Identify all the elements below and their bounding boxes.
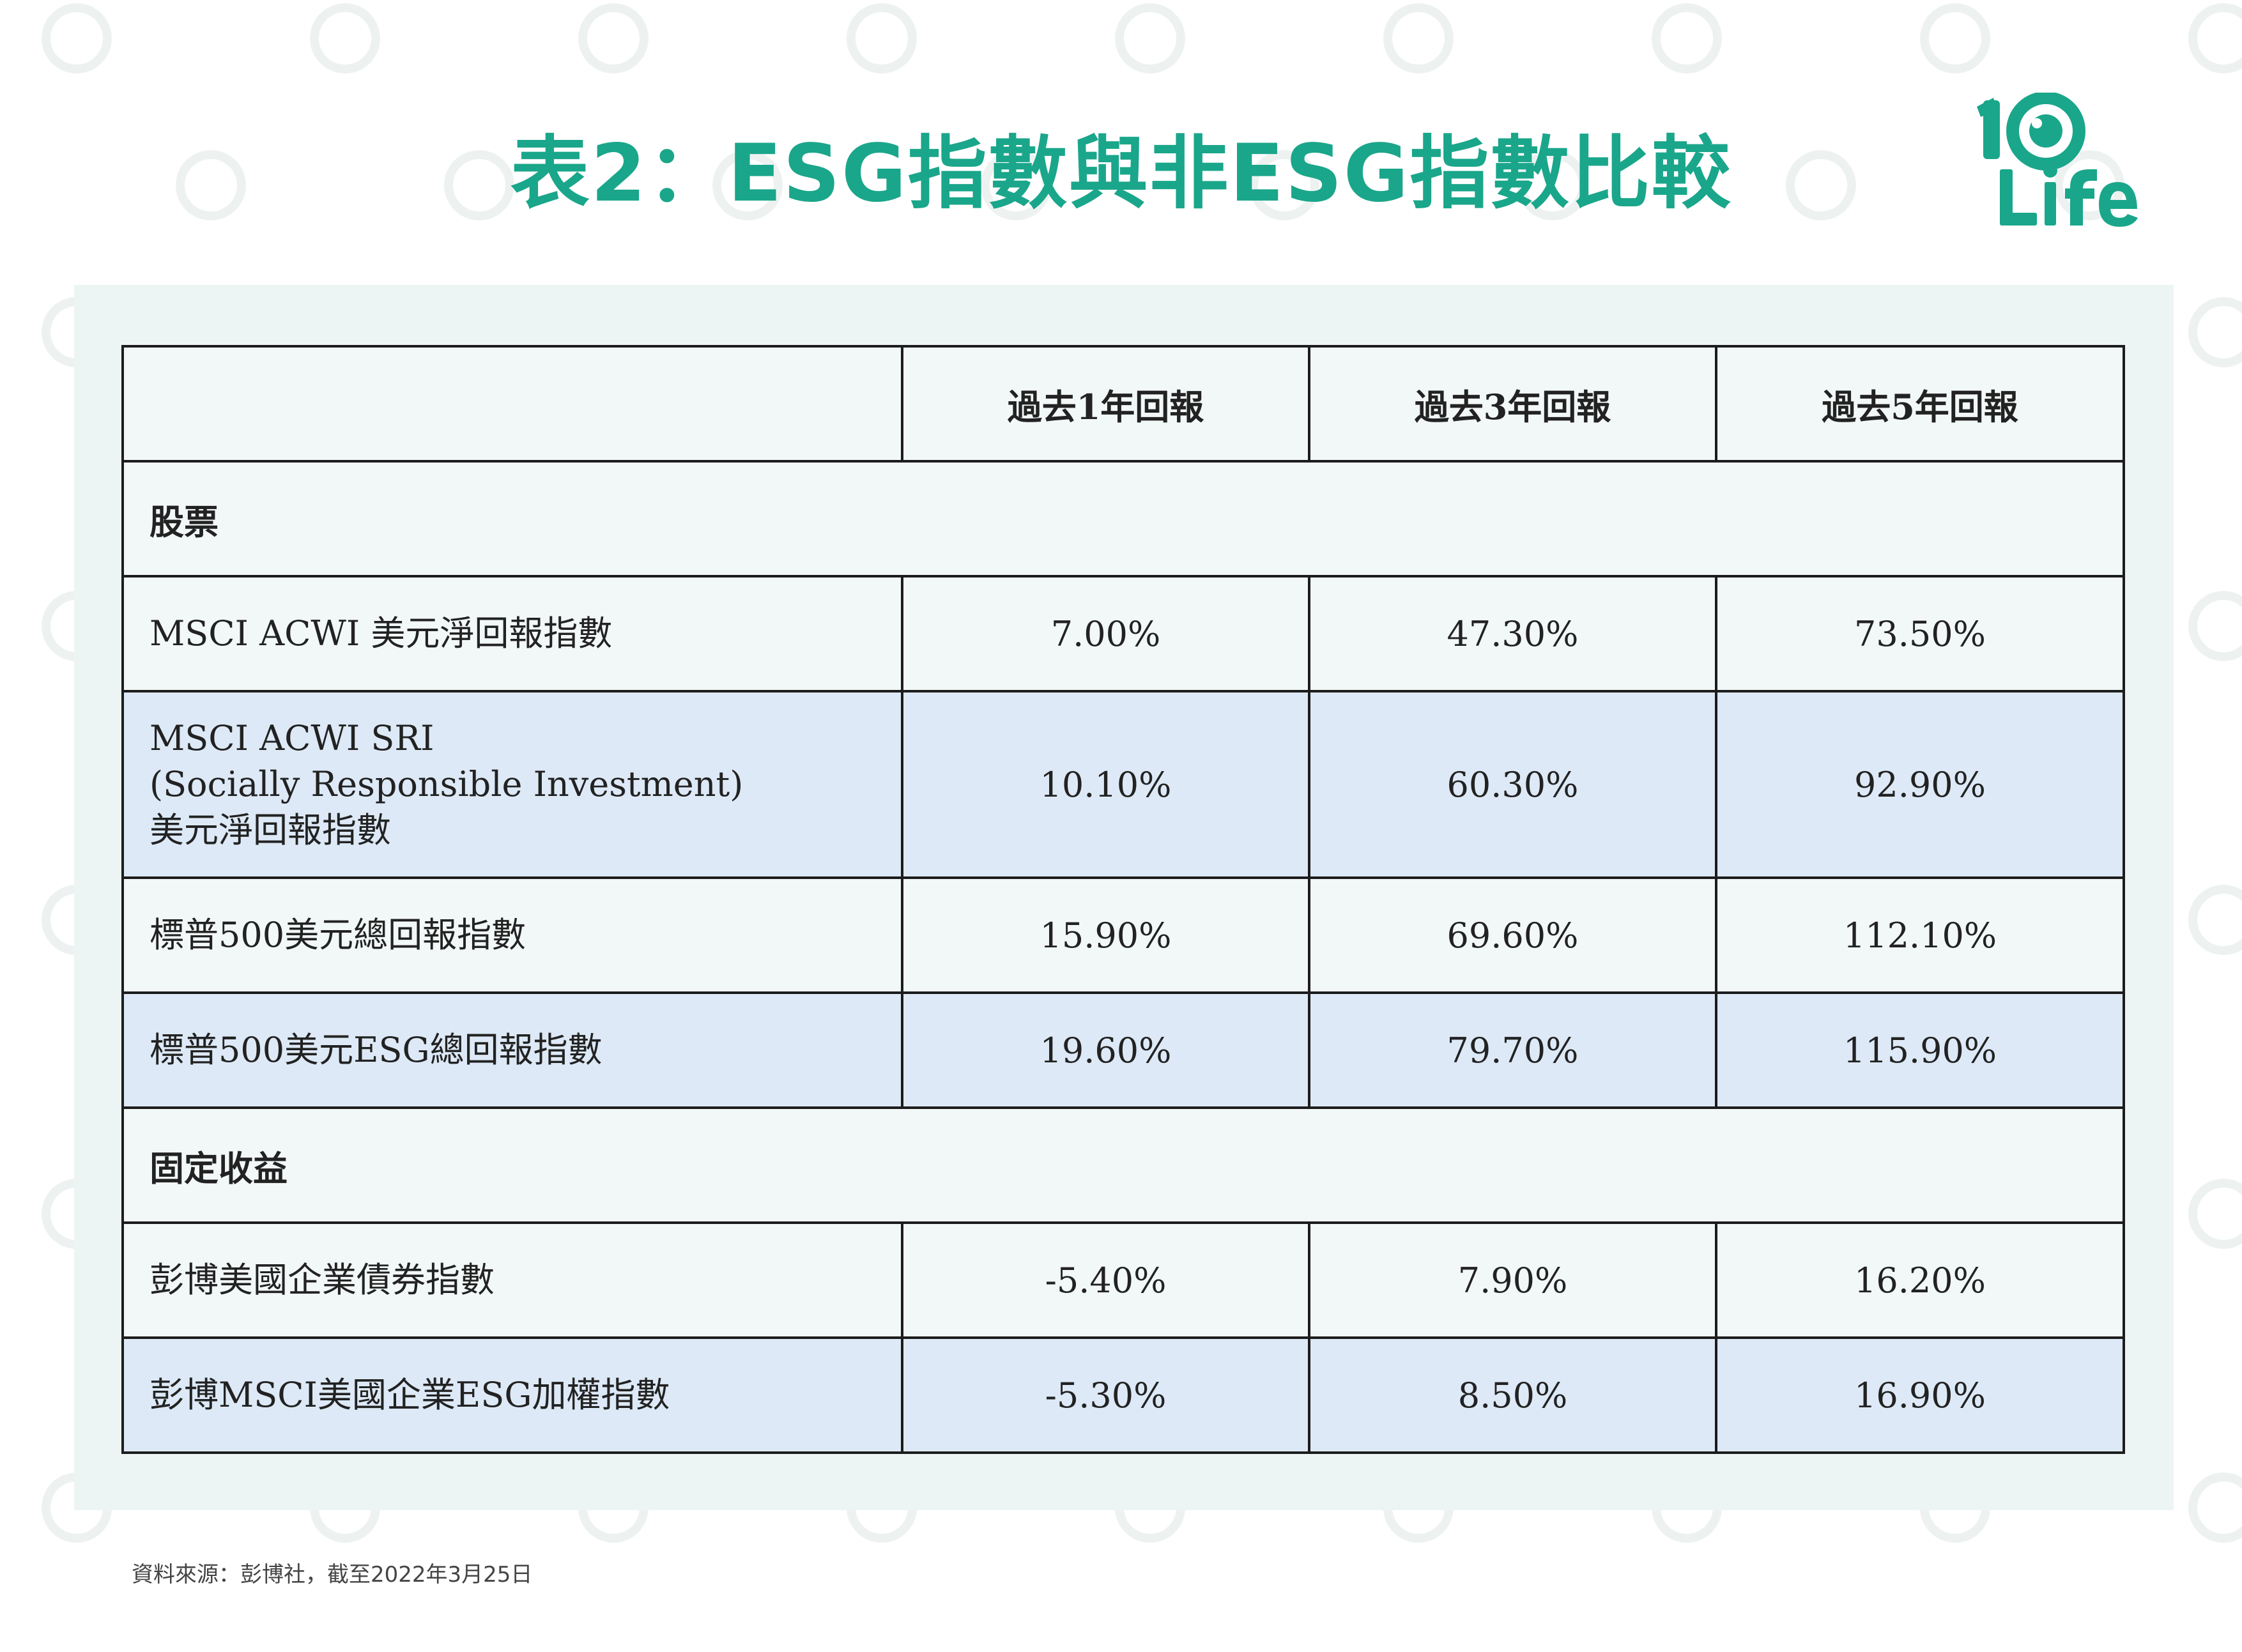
return-3y: 69.60% xyxy=(1308,876,1717,994)
return-3y: 79.70% xyxy=(1308,991,1717,1109)
page-title: 表2：ESG指數與非ESG指數比較 xyxy=(510,128,1732,220)
section-title: 固定收益 xyxy=(121,1106,2125,1224)
watermark-mark xyxy=(1920,3,1990,73)
header-3y-return: 過去3年回報 xyxy=(1308,345,1717,463)
return-1y: 15.90% xyxy=(901,876,1310,994)
watermark-mark xyxy=(2188,885,2242,955)
index-name: 彭博美國企業債券指數 xyxy=(121,1221,903,1339)
watermark-mark xyxy=(847,3,917,73)
table-row: 標普500美元總回報指數 15.90% 69.60% 112.10% xyxy=(121,876,2125,994)
watermark-mark xyxy=(1652,3,1722,73)
10life-logo xyxy=(1977,93,2138,227)
table-header-row: 過去1年回報 過去3年回報 過去5年回報 xyxy=(121,345,2125,463)
watermark-mark xyxy=(1115,3,1185,73)
index-name: 彭博MSCI美國企業ESG加權指數 xyxy=(121,1336,903,1454)
watermark-mark xyxy=(2188,591,2242,661)
index-name: 標普500美元總回報指數 xyxy=(121,876,903,994)
section-row-equities: 股票 xyxy=(121,460,2125,577)
return-1y: -5.40% xyxy=(901,1221,1310,1339)
watermark-mark xyxy=(2188,1472,2242,1543)
section-row-fixed-income: 固定收益 xyxy=(121,1106,2125,1224)
table-row: MSCI ACWI SRI (Socially Responsible Inve… xyxy=(121,690,2125,879)
return-3y: 7.90% xyxy=(1308,1221,1717,1339)
return-1y: 7.00% xyxy=(901,575,1310,692)
return-5y: 112.10% xyxy=(1715,876,2125,994)
watermark-mark xyxy=(2188,3,2242,73)
return-5y: 73.50% xyxy=(1715,575,2125,692)
table-row: 標普500美元ESG總回報指數 19.60% 79.70% 115.90% xyxy=(121,991,2125,1109)
return-3y: 47.30% xyxy=(1308,575,1717,692)
watermark-mark xyxy=(42,3,112,73)
watermark-mark xyxy=(2188,297,2242,367)
header-1y-return: 過去1年回報 xyxy=(901,345,1310,463)
table-row: MSCI ACWI 美元淨回報指數 7.00% 47.30% 73.50% xyxy=(121,575,2125,692)
section-title: 股票 xyxy=(121,460,2125,577)
return-1y: 10.10% xyxy=(901,690,1310,879)
header-5y-return: 過去5年回報 xyxy=(1715,345,2125,463)
return-3y: 8.50% xyxy=(1308,1336,1717,1454)
header-label-column xyxy=(121,345,903,463)
watermark-mark xyxy=(2188,1179,2242,1249)
comparison-table: 過去1年回報 過去3年回報 過去5年回報 股票 MSCI ACWI 美元淨回報指… xyxy=(121,345,2125,1454)
return-1y: -5.30% xyxy=(901,1336,1310,1454)
return-5y: 16.90% xyxy=(1715,1336,2125,1454)
return-5y: 115.90% xyxy=(1715,991,2125,1109)
table-row: 彭博美國企業債券指數 -5.40% 7.90% 16.20% xyxy=(121,1221,2125,1339)
index-name: 標普500美元ESG總回報指數 xyxy=(121,991,903,1109)
index-name: MSCI ACWI 美元淨回報指數 xyxy=(121,575,903,692)
watermark-mark xyxy=(1383,3,1454,73)
table-row: 彭博MSCI美國企業ESG加權指數 -5.30% 8.50% 16.90% xyxy=(121,1336,2125,1454)
watermark-mark xyxy=(310,3,380,73)
watermark-mark xyxy=(578,3,649,73)
index-name: MSCI ACWI SRI (Socially Responsible Inve… xyxy=(121,690,903,879)
return-1y: 19.60% xyxy=(901,991,1310,1109)
return-5y: 92.90% xyxy=(1715,690,2125,879)
source-note: 資料來源：彭博社，截至2022年3月25日 xyxy=(132,1562,533,1587)
return-5y: 16.20% xyxy=(1715,1221,2125,1339)
return-3y: 60.30% xyxy=(1308,690,1717,879)
